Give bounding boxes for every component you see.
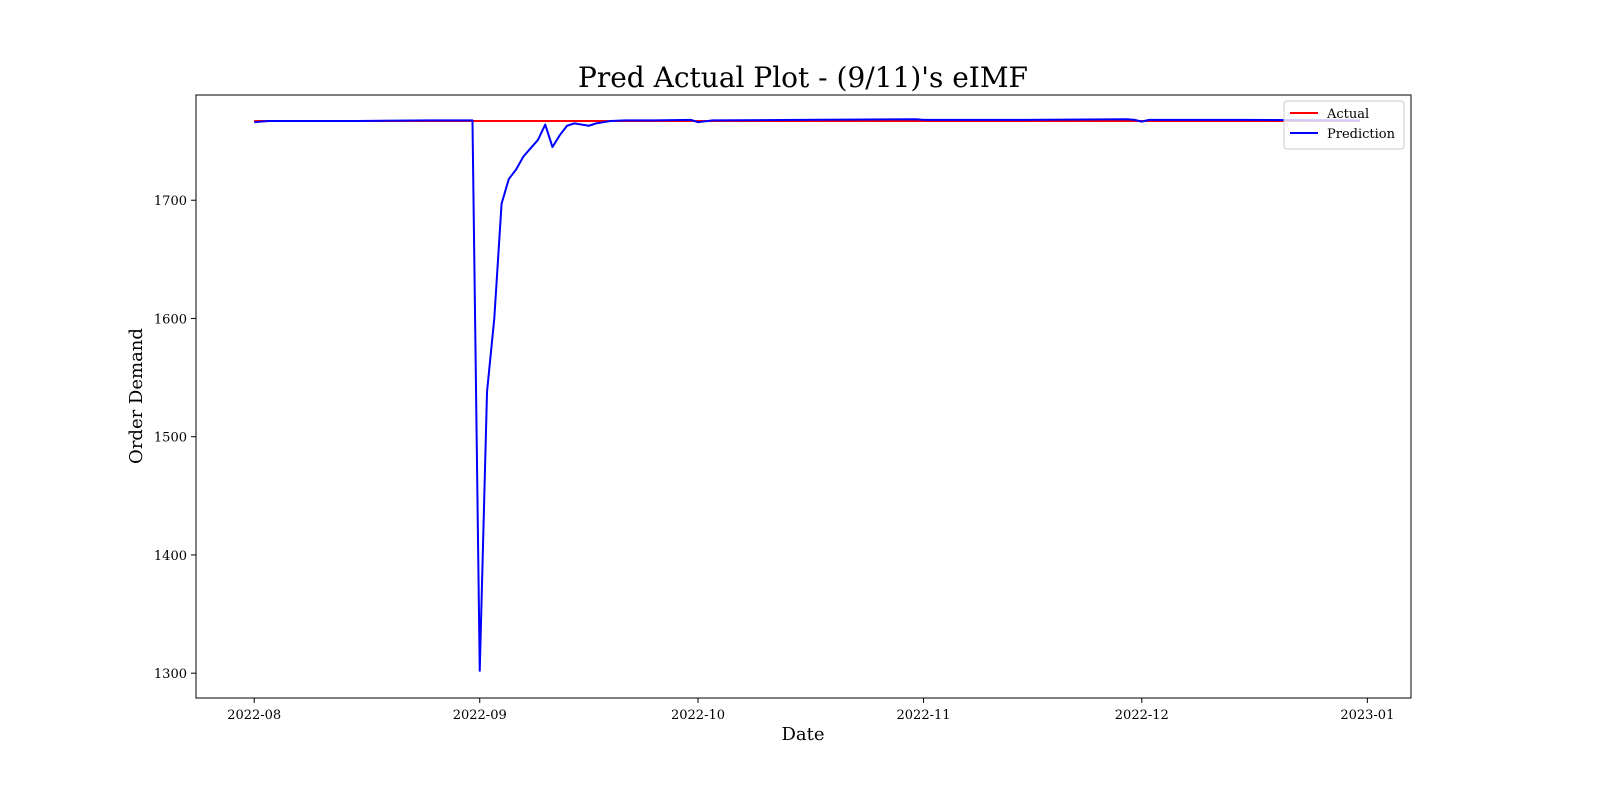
legend: Actual Prediction (1283, 100, 1405, 150)
y-tick-label: 1700 (154, 194, 187, 209)
legend-label-prediction: Prediction (1327, 127, 1396, 142)
x-tick-label: 2022-09 (453, 708, 507, 723)
x-tick-label: 2022-12 (1115, 708, 1169, 723)
y-axis-label: Order Demand (126, 328, 147, 464)
x-tick-label: 2022-08 (227, 708, 281, 723)
y-tick-label: 1500 (154, 431, 187, 446)
chart-title: Pred Actual Plot - (9/11)'s eIMF (578, 61, 1028, 94)
x-tick-label: 2022-10 (671, 708, 725, 723)
series-line-prediction (254, 118, 1361, 672)
x-axis-label: Date (781, 724, 824, 745)
series-layer (254, 118, 1361, 672)
x-tick-label: 2023-01 (1340, 708, 1394, 723)
y-tick-label: 1600 (154, 312, 187, 327)
plot-frame (195, 94, 1412, 699)
y-tick-label: 1300 (154, 667, 187, 682)
y-tick-label: 1400 (154, 549, 187, 564)
legend-label-actual: Actual (1326, 107, 1369, 122)
ticks-layer: 2022-08 2022-09 2022-10 2022-11 2022-12 2023-… (154, 194, 1394, 723)
x-tick-label: 2022-11 (897, 708, 951, 723)
